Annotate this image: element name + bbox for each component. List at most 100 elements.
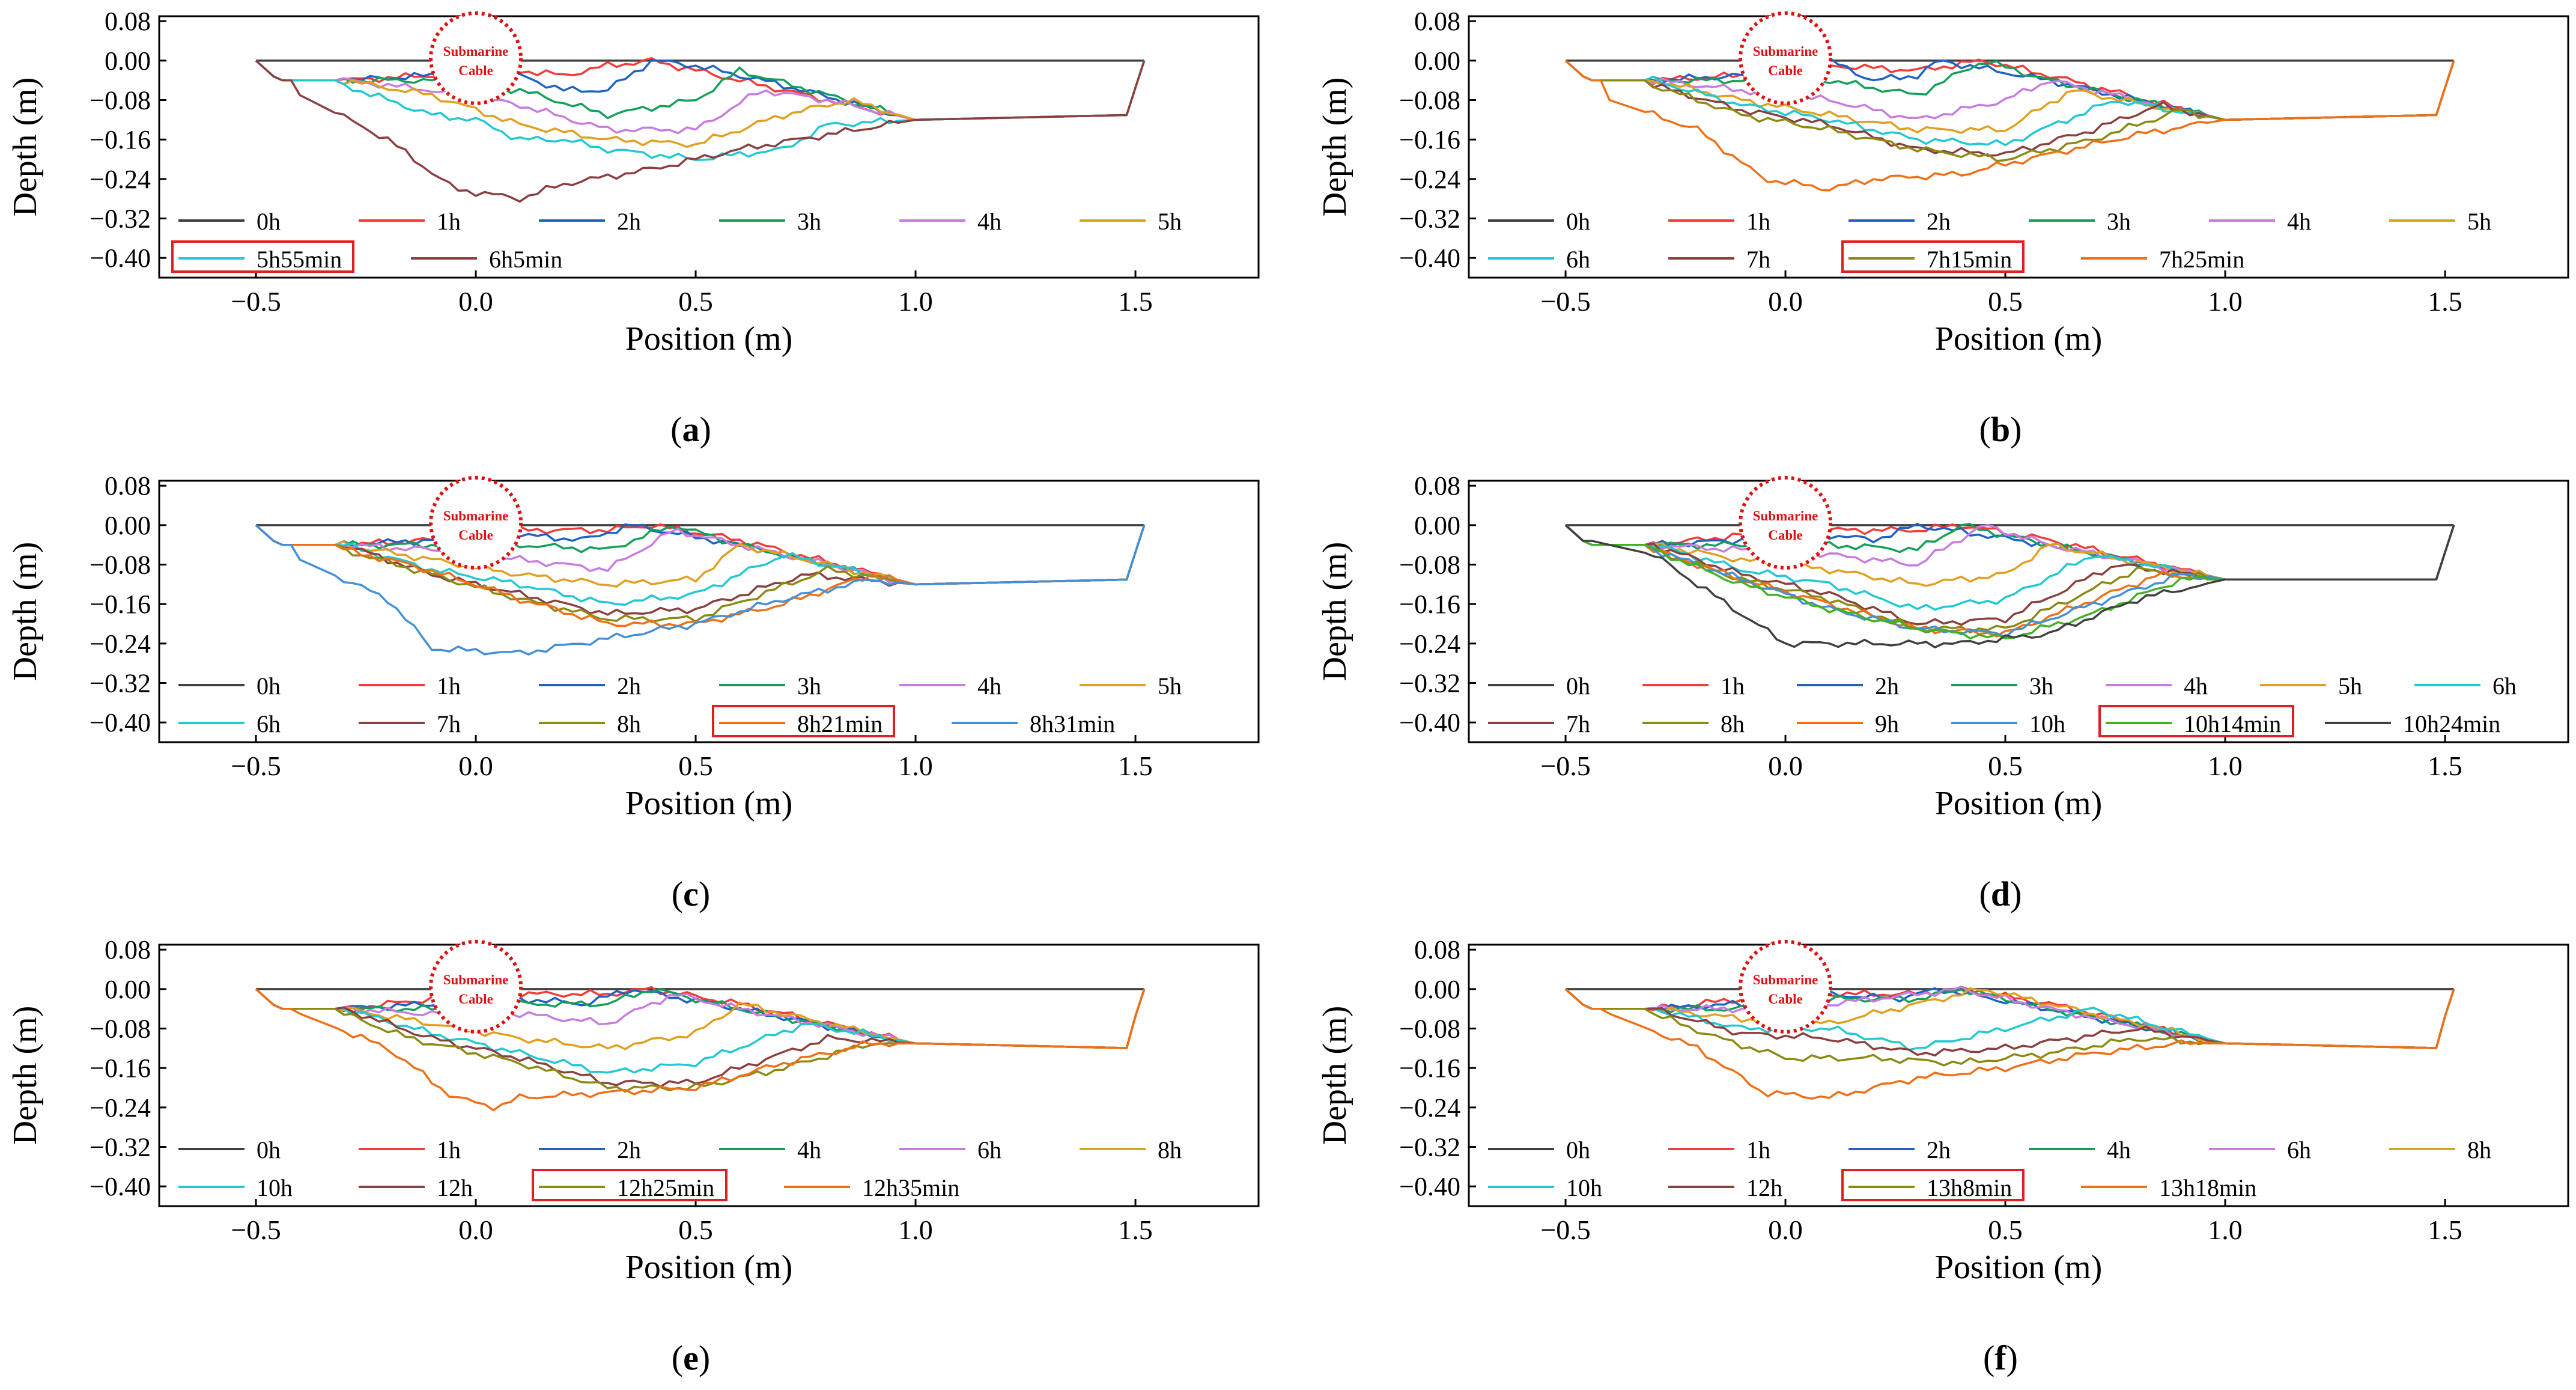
legend-label-3h: 3h — [2029, 672, 2053, 700]
x-axis-label: Position (m) — [625, 320, 792, 358]
x-tick-label: 0.0 — [1768, 1215, 1803, 1245]
x-tick-label: 0.5 — [1988, 286, 2023, 317]
panel-caption: (a) — [670, 410, 711, 449]
y-tick-label: −0.24 — [90, 1093, 151, 1123]
x-tick-label: 0.5 — [1988, 1215, 2023, 1245]
y-tick-label: −0.40 — [1399, 708, 1460, 737]
legend-label-8h21min: 8h21min — [797, 710, 882, 737]
submarine-cable-marker — [1739, 11, 1833, 105]
y-tick-label: −0.08 — [90, 86, 151, 115]
submarine-cable-marker — [429, 939, 523, 1034]
y-tick-label: 0.00 — [105, 511, 151, 540]
x-axis-label: Position (m) — [625, 1249, 792, 1286]
legend-label-1h: 1h — [437, 672, 461, 700]
legend-highlight-box — [171, 240, 354, 273]
series-line-12h35min — [255, 988, 1146, 1112]
x-tick-label: −0.5 — [231, 286, 281, 317]
series-line-12h25min — [255, 988, 1146, 1093]
x-axis-label: Position (m) — [1935, 320, 2102, 358]
submarine-cable-label: Submarine — [443, 44, 509, 59]
legend-label-2h: 2h — [1927, 208, 1951, 235]
plot-frame — [158, 15, 1260, 279]
legend-label-9h: 9h — [1875, 710, 1899, 737]
x-tick-label: 1.0 — [2208, 286, 2243, 317]
panel-caption: (b) — [1979, 410, 2022, 449]
legend-label-1h: 1h — [1746, 1136, 1770, 1163]
y-tick-label: −0.24 — [1399, 1093, 1460, 1123]
legend-label-7h25min: 7h25min — [2159, 246, 2244, 273]
x-tick-label: 1.5 — [2428, 1215, 2462, 1245]
x-tick-label: 0.5 — [678, 751, 713, 781]
legend-label-10h: 10h — [2029, 710, 2065, 737]
legend-label-12h: 12h — [1746, 1174, 1782, 1201]
legend-label-3h: 3h — [797, 672, 821, 700]
y-tick-label: −0.32 — [90, 1133, 151, 1162]
y-tick-label: −0.08 — [90, 550, 151, 580]
x-tick-label: 1.0 — [898, 1215, 933, 1245]
submarine-cable-label: Submarine — [1753, 972, 1818, 987]
legend-label-3h: 3h — [797, 208, 821, 235]
submarine-cable-label: Cable — [1768, 63, 1803, 78]
legend-label-5h: 5h — [1158, 672, 1182, 700]
legend-label-2h: 2h — [617, 208, 641, 235]
y-tick-label: −0.32 — [90, 669, 151, 698]
legend-label-3h: 3h — [2107, 208, 2131, 235]
plot-frame — [1468, 15, 2569, 279]
submarine-cable-label: Submarine — [1753, 44, 1818, 59]
y-tick-label: 0.00 — [1414, 46, 1460, 76]
y-axis-label: Depth (m) — [1316, 1006, 1353, 1145]
x-axis-label: Position (m) — [625, 785, 792, 822]
series-line-6h5min — [255, 59, 1146, 203]
series-line-8h31min — [255, 524, 1146, 656]
series-line-1h — [255, 523, 1146, 586]
legend-label-13h8min: 13h8min — [1927, 1174, 2012, 1201]
x-tick-label: −0.5 — [231, 1215, 281, 1245]
series-line-7h25min — [1564, 59, 2455, 192]
y-tick-label: −0.24 — [1399, 165, 1460, 194]
y-tick-label: −0.40 — [90, 243, 151, 273]
panel-c: −0.5 0.0 0.5 1.0 1.5 0.08 0.00 −0.08 −0.16 −0.24 −… — [7, 471, 1260, 913]
legend-label-2h: 2h — [617, 672, 641, 700]
panel-caption: (f) — [1983, 1338, 2018, 1377]
y-tick-label: 0.08 — [1414, 935, 1460, 965]
y-tick-label: −0.08 — [90, 1014, 151, 1044]
x-tick-label: −0.5 — [1540, 1215, 1590, 1245]
panel-b: −0.5 0.0 0.5 1.0 1.5 0.08 0.00 −0.08 −0.16 −0.24 −… — [1316, 7, 2569, 449]
legend-label-7h: 7h — [437, 710, 461, 737]
x-tick-label: 0.5 — [1988, 751, 2023, 781]
plot-frame — [158, 943, 1260, 1207]
y-tick-label: 0.00 — [1414, 511, 1460, 540]
legend-label-12h: 12h — [437, 1174, 473, 1201]
submarine-cable-label: Cable — [458, 63, 493, 78]
series-line-7h15min — [1564, 59, 2455, 162]
y-tick-label: −0.24 — [90, 629, 151, 659]
y-tick-label: −0.40 — [90, 1172, 151, 1201]
legend-label-4h: 4h — [977, 672, 1001, 700]
legend-label-2h: 2h — [1927, 1136, 1951, 1163]
y-tick-label: −0.16 — [1399, 125, 1460, 154]
legend-label-6h: 6h — [977, 1136, 1001, 1163]
y-axis-label: Depth (m) — [7, 78, 44, 217]
legend-label-0h: 0h — [1566, 208, 1590, 235]
legend-label-1h: 1h — [1746, 208, 1770, 235]
legend-label-6h: 6h — [1566, 246, 1590, 273]
legend-label-7h: 7h — [1746, 246, 1770, 273]
legend-label-7h: 7h — [1566, 710, 1590, 737]
submarine-cable-label: Cable — [458, 992, 493, 1007]
legend-label-4h: 4h — [977, 208, 1001, 235]
legend-highlight-box — [532, 1169, 728, 1201]
y-tick-label: 0.08 — [1414, 7, 1460, 36]
legend-label-13h18min: 13h18min — [2159, 1174, 2256, 1201]
panel-f: −0.5 0.0 0.5 1.0 1.5 0.08 0.00 −0.08 −0.16 −0.24 −… — [1316, 935, 2569, 1377]
legend-label-10h14min: 10h14min — [2184, 710, 2281, 737]
y-tick-label: −0.32 — [1399, 669, 1460, 698]
legend-label-4h: 4h — [2287, 208, 2311, 235]
x-tick-label: 0.0 — [1768, 286, 1803, 317]
x-tick-label: 0.5 — [678, 1215, 713, 1245]
y-tick-label: −0.40 — [1399, 1172, 1460, 1201]
submarine-cable-label: Submarine — [443, 508, 509, 523]
legend-highlight-box — [1841, 240, 2025, 273]
legend-label-0h: 0h — [257, 1136, 281, 1163]
legend-label-8h: 8h — [1721, 710, 1745, 737]
y-tick-label: 0.00 — [1414, 975, 1460, 1004]
